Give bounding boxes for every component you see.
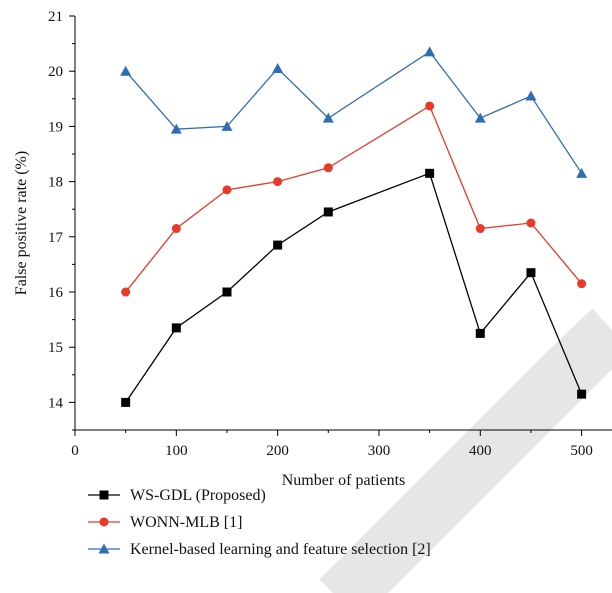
y-tick-label: 17 [48,230,64,246]
series-line [125,105,583,293]
y-tick-label: 18 [48,175,63,191]
legend-marker [99,490,109,500]
legend-label: WS-GDL (Proposed) [130,487,266,504]
series-line [125,51,583,174]
data-point [170,123,182,134]
data-point [171,323,181,333]
x-tick-label: 0 [71,443,79,459]
data-point [577,389,587,399]
legend-marker [98,543,110,554]
x-tick-label: 300 [368,443,391,459]
legend-item: WONN-MLB [1] [88,514,242,531]
axes: 0 100 200 300 400 500 14 15 16 17 18 19 20 21 [48,9,612,459]
series-triangle [120,46,588,178]
data-point [273,177,283,187]
data-point [121,287,131,297]
y-tick-label: 20 [48,64,63,80]
data-point [222,287,232,297]
x-tick-label: 400 [469,443,492,459]
data-point [120,65,132,76]
data-point [475,224,485,234]
legend-item: WS-GDL (Proposed) [88,487,266,504]
data-point [323,207,333,217]
data-point [171,224,181,234]
y-tick-label: 15 [48,340,63,356]
legend: WS-GDL (Proposed) WONN-MLB [1] Kernel-base… [88,487,431,558]
data-point [525,90,537,101]
legend-marker [99,517,109,527]
x-tick-label: 100 [165,443,188,459]
y-axis-title: False positive rate (%) [13,151,30,295]
data-point [272,62,284,73]
x-axis-title: Number of patients [282,472,406,489]
legend-label: WONN-MLB [1] [130,514,242,531]
data-point [474,112,486,123]
series-line [125,172,583,403]
data-point [526,268,536,278]
data-point [424,46,436,57]
data-point [425,101,435,111]
data-point [273,240,283,250]
series-square [121,168,587,407]
legend-label: Kernel-based learning and feature select… [130,541,431,558]
data-point [526,218,536,228]
x-tick-label: 200 [266,443,289,459]
data-point [577,279,587,289]
legend-item: Kernel-based learning and feature select… [88,541,431,558]
x-tick-label: 500 [570,443,593,459]
series-circle [121,101,587,297]
data-point [221,120,233,131]
data-point [121,397,131,407]
y-tick-label: 14 [48,395,64,411]
data-point [425,168,435,178]
watermark-arc [319,308,612,593]
y-tick-label: 16 [48,285,64,301]
data-point [475,328,485,338]
data-point [576,167,588,178]
y-tick-label: 21 [48,9,63,25]
data-point [323,163,333,173]
y-tick-label: 19 [48,119,63,135]
data-point [222,185,232,195]
data-point [322,112,334,123]
series-layer [120,46,588,407]
